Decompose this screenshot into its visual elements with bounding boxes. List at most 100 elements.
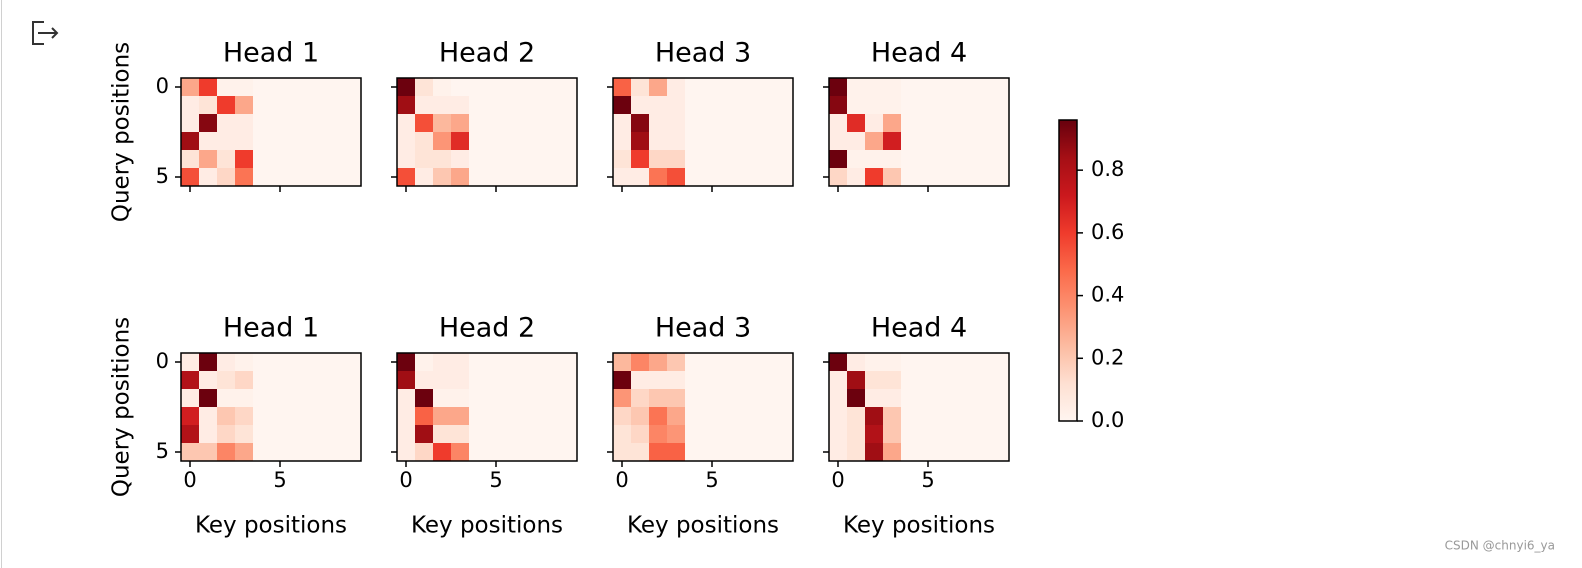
colorbar-tick-label: 0.2	[1091, 345, 1124, 369]
heat-cell	[217, 132, 236, 151]
heat-cell	[343, 389, 362, 408]
heat-cell	[721, 425, 740, 444]
heat-cell	[541, 425, 560, 444]
subplot-title: Head 2	[439, 313, 535, 344]
subplot-title: Head 1	[223, 313, 319, 344]
heat-cell	[883, 150, 902, 169]
heat-cell	[523, 443, 542, 462]
heat-cell	[487, 78, 506, 97]
heat-cell	[901, 371, 920, 390]
heat-cell	[649, 114, 668, 133]
heat-cell	[343, 168, 362, 187]
heat-cell	[397, 96, 416, 115]
heat-cell	[973, 114, 992, 133]
heat-cell	[181, 389, 200, 408]
heat-cell	[199, 353, 218, 372]
heat-cell	[631, 353, 650, 372]
heat-cell	[433, 371, 452, 390]
heat-cell	[307, 168, 326, 187]
heat-cell	[253, 114, 272, 133]
heat-cell	[307, 150, 326, 169]
heat-cell	[649, 96, 668, 115]
heat-cell	[613, 96, 632, 115]
heat-cell	[883, 389, 902, 408]
heat-cell	[253, 371, 272, 390]
heat-cell	[271, 389, 290, 408]
heat-cell	[541, 371, 560, 390]
heat-cell	[271, 96, 290, 115]
heat-cell	[829, 150, 848, 169]
heat-cell	[883, 353, 902, 372]
heat-cell	[289, 389, 308, 408]
heat-cell	[631, 407, 650, 426]
heat-cell	[415, 389, 434, 408]
output-icon[interactable]	[32, 21, 59, 45]
heat-cell	[199, 168, 218, 187]
heat-cell	[181, 96, 200, 115]
heat-cell	[505, 389, 524, 408]
heat-cell	[469, 353, 488, 372]
heat-cell	[937, 371, 956, 390]
heat-cell	[559, 407, 578, 426]
heat-cell	[451, 371, 470, 390]
heat-cell	[199, 389, 218, 408]
heat-cell	[649, 407, 668, 426]
heat-cell	[847, 389, 866, 408]
heat-cell	[703, 132, 722, 151]
heat-cell	[829, 425, 848, 444]
heat-cell	[487, 114, 506, 133]
heat-cell	[505, 150, 524, 169]
heat-cell	[289, 425, 308, 444]
heat-cell	[775, 96, 794, 115]
heat-cell	[469, 168, 488, 187]
colorbar	[1058, 119, 1078, 422]
heat-cell	[829, 353, 848, 372]
heat-cell	[829, 389, 848, 408]
heat-cell	[505, 96, 524, 115]
x-axis-label: Key positions	[627, 513, 779, 539]
heat-cell	[235, 96, 254, 115]
heat-cell	[523, 150, 542, 169]
heat-cell	[757, 168, 776, 187]
heat-cell	[649, 78, 668, 97]
x-tick-label: 5	[705, 468, 718, 492]
heat-cell	[631, 150, 650, 169]
heat-cell	[235, 132, 254, 151]
heat-cell	[667, 389, 686, 408]
subplot-title: Head 4	[871, 38, 967, 69]
heat-cell	[721, 150, 740, 169]
heat-cell	[469, 443, 488, 462]
heat-cell	[739, 96, 758, 115]
heat-cell	[739, 168, 758, 187]
heat-cell	[865, 114, 884, 133]
heat-cell	[739, 443, 758, 462]
heat-cell	[343, 96, 362, 115]
heat-cell	[451, 150, 470, 169]
heat-cell	[955, 389, 974, 408]
heat-cell	[649, 389, 668, 408]
heat-cell	[721, 78, 740, 97]
heat-cell	[253, 132, 272, 151]
heat-cell	[217, 114, 236, 133]
heat-cell	[199, 150, 218, 169]
heat-cell	[973, 425, 992, 444]
heat-cell	[289, 114, 308, 133]
heat-cell	[883, 168, 902, 187]
heat-cell	[433, 78, 452, 97]
heat-cell	[721, 96, 740, 115]
heat-cell	[955, 371, 974, 390]
heat-cell	[325, 78, 344, 97]
x-axis-label: Key positions	[195, 513, 347, 539]
heat-cell	[325, 353, 344, 372]
heat-cell	[253, 78, 272, 97]
heat-cell	[343, 425, 362, 444]
heat-cell	[757, 407, 776, 426]
heat-cell	[505, 132, 524, 151]
heat-cell	[847, 443, 866, 462]
heat-cell	[541, 132, 560, 151]
heat-cell	[415, 150, 434, 169]
heat-cell	[433, 132, 452, 151]
heat-cell	[955, 150, 974, 169]
heat-cell	[289, 150, 308, 169]
heat-cell	[271, 443, 290, 462]
